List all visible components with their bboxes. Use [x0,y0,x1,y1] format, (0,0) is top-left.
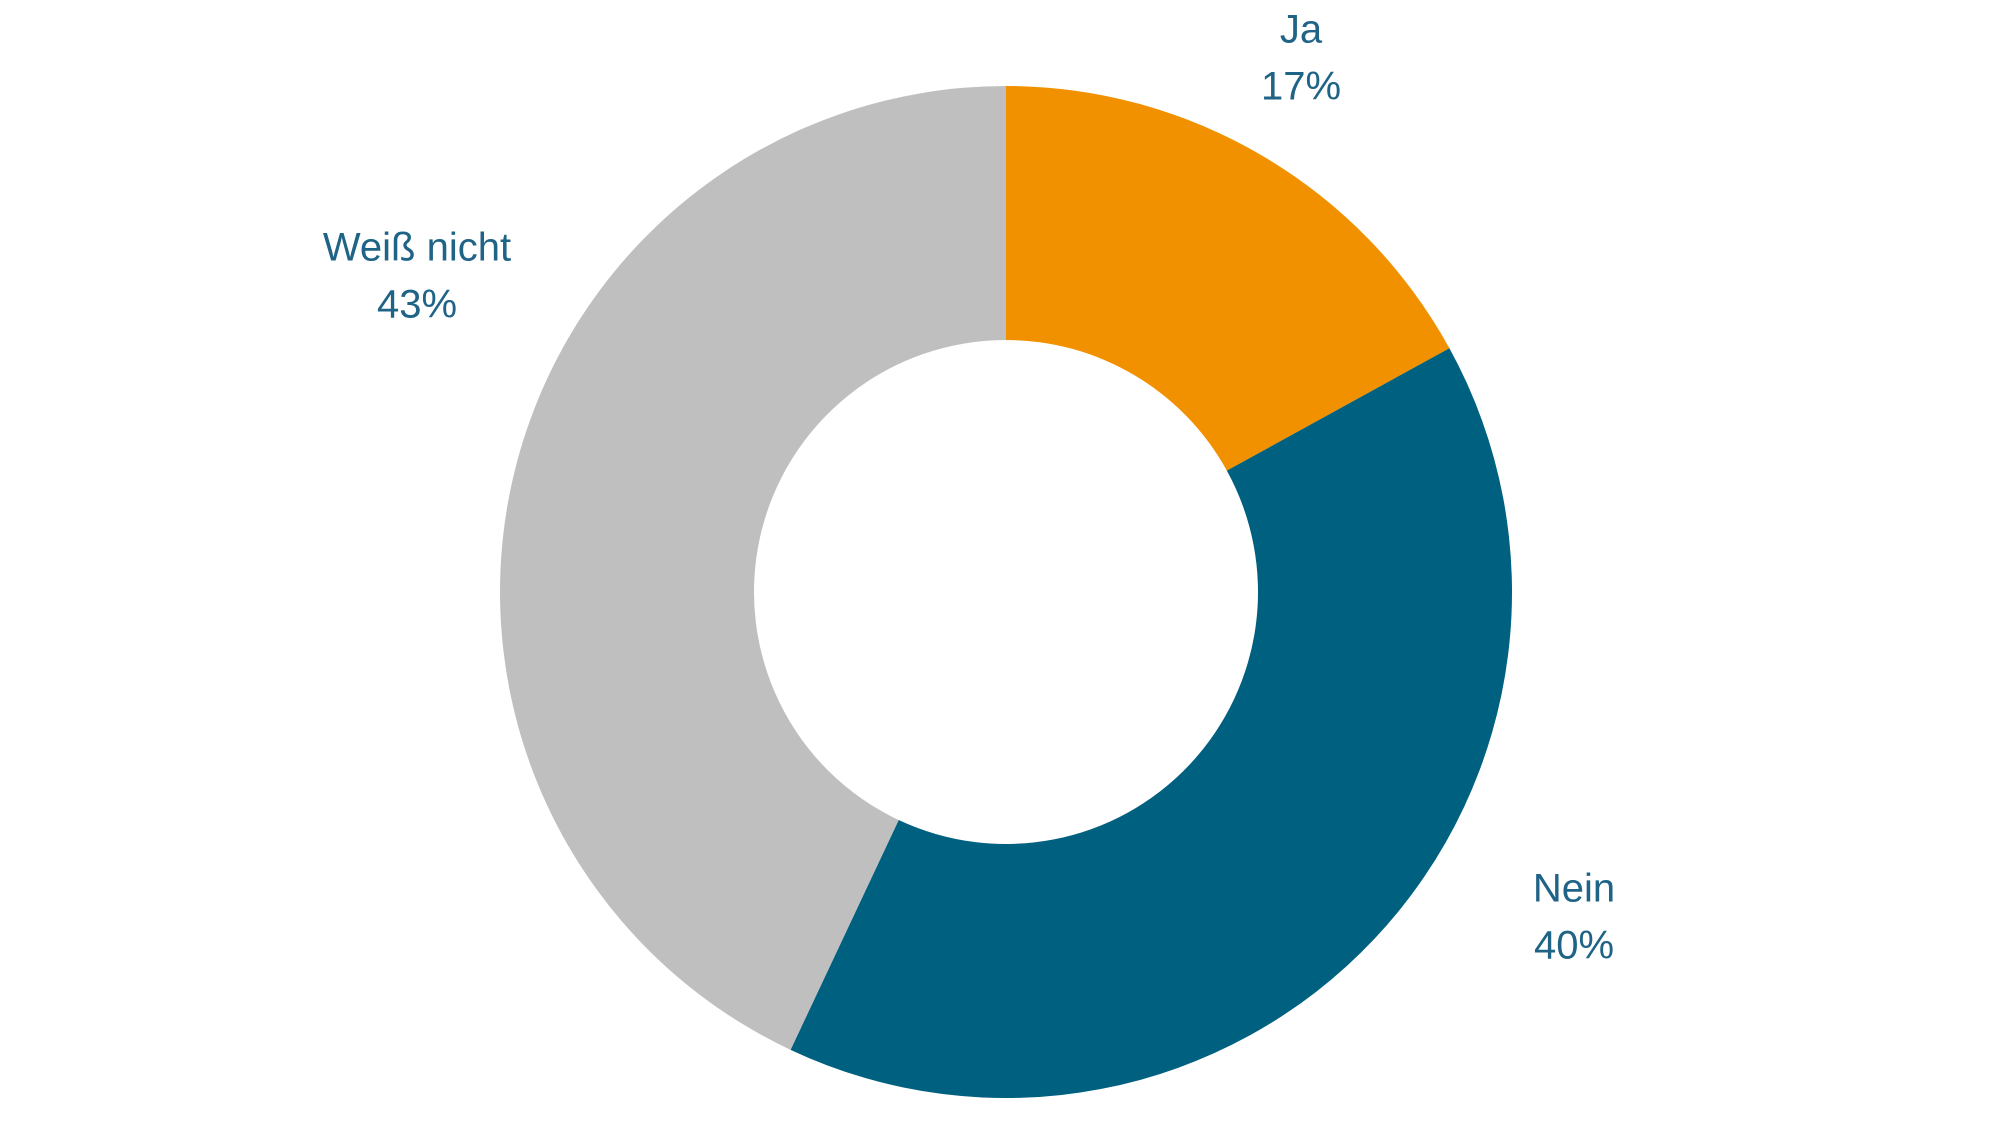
donut-slice [500,86,1006,1050]
donut-slice [1006,86,1450,471]
slice-label: Weiß nicht [323,226,511,270]
slice-value-label: 43% [377,283,457,327]
slice-value-label: 17% [1261,65,1341,109]
slice-value-label: 40% [1534,924,1614,968]
slice-label: Ja [1280,8,1323,52]
donut-slice [790,348,1513,1098]
slice-label: Nein [1533,867,1615,911]
